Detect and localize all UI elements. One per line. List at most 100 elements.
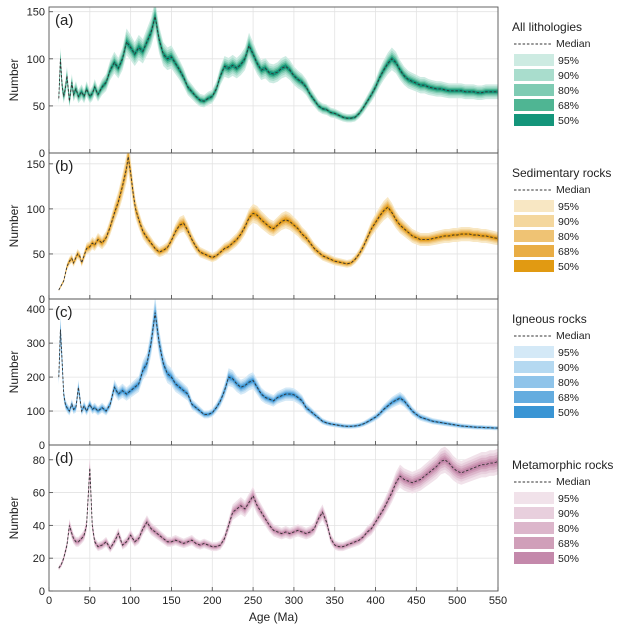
- legend: Igneous rocks Median 95% 90% 80% 68% 50%: [512, 312, 591, 419]
- x-tick-label: 0: [46, 595, 52, 607]
- legend-swatch: [514, 99, 554, 111]
- legend-label: 95%: [558, 201, 579, 213]
- median-line: [58, 459, 498, 569]
- legend-label: 50%: [558, 553, 579, 565]
- legend-swatch: [514, 69, 554, 81]
- panel-tag: (b): [55, 158, 73, 175]
- legend-label: 95%: [558, 493, 579, 505]
- y-axis-label: Number: [7, 351, 21, 394]
- legend-label: 95%: [558, 347, 579, 359]
- y-tick-label: 40: [33, 520, 45, 532]
- band-4: [58, 306, 498, 429]
- panel-tag: (d): [55, 450, 73, 467]
- band-4: [58, 455, 498, 569]
- band-3: [58, 303, 498, 430]
- legend-label: 68%: [558, 392, 579, 404]
- x-tick-label: 250: [244, 595, 262, 607]
- legend-label: 50%: [558, 261, 579, 273]
- legend-swatch: [514, 200, 554, 212]
- band-4: [58, 153, 498, 291]
- panel-tag: (a): [55, 12, 73, 29]
- band-2: [58, 300, 498, 430]
- legend-swatch: [514, 391, 554, 403]
- y-tick-label: 100: [27, 204, 45, 216]
- legend-swatch: [514, 552, 554, 564]
- panel-4: 0 20 40 60 80 0 50 100 150 200 250 300 350 400 450 500 5…: [7, 444, 613, 607]
- panel-3: 0 100 200 300 400 Number (c) Igneous rocks Media…: [7, 298, 591, 452]
- legend-swatch: [514, 215, 554, 227]
- legend-swatch: [514, 522, 554, 534]
- x-tick-label: 350: [326, 595, 344, 607]
- y-tick-label: 0: [39, 586, 45, 598]
- legend-swatch: [514, 406, 554, 418]
- x-tick-label: 200: [203, 595, 221, 607]
- legend-title: All lithologies: [512, 20, 582, 34]
- legend-label: 68%: [558, 538, 579, 550]
- y-axis-label: Number: [7, 497, 21, 540]
- x-axis-label: Age (Ma): [249, 610, 298, 624]
- y-tick-label: 20: [33, 553, 45, 565]
- y-axis-label: Number: [7, 59, 21, 102]
- x-tick-label: 550: [489, 595, 507, 607]
- legend-median-label: Median: [556, 330, 591, 342]
- legend-label: 90%: [558, 70, 579, 82]
- y-tick-label: 400: [27, 304, 45, 316]
- legend-label: 80%: [558, 85, 579, 97]
- legend-swatch: [514, 507, 554, 519]
- panel-tag: (c): [55, 304, 73, 321]
- legend-swatch: [514, 376, 554, 388]
- data-layer: [58, 299, 498, 431]
- legend-label: 68%: [558, 246, 579, 258]
- x-tick-label: 150: [162, 595, 180, 607]
- x-tick-label: 300: [285, 595, 303, 607]
- median-line: [58, 16, 498, 119]
- y-axis-label: Number: [7, 205, 21, 248]
- y-tick-label: 60: [33, 488, 45, 500]
- legend: Sedimentary rocks Median 95% 90% 80% 68% 50%: [512, 166, 611, 273]
- legend-swatch: [514, 492, 554, 504]
- legend-swatch: [514, 54, 554, 66]
- data-layer: [58, 153, 498, 291]
- legend-title: Igneous rocks: [512, 312, 587, 326]
- band-5: [58, 309, 498, 429]
- legend-label: 90%: [558, 362, 579, 374]
- median-line: [58, 312, 498, 429]
- legend-label: 50%: [558, 115, 579, 127]
- x-tick-label: 400: [366, 595, 384, 607]
- panel-2: 0 50 100 150 Number (b) Sedimentary rocks Media…: [7, 152, 611, 306]
- y-tick-label: 0: [39, 148, 45, 160]
- data-layer: [58, 446, 498, 571]
- legend-title: Metamorphic rocks: [512, 458, 613, 472]
- legend-swatch: [514, 361, 554, 373]
- data-layer: [58, 7, 498, 123]
- y-tick-label: 300: [27, 338, 45, 350]
- plot-frame: [48, 444, 499, 592]
- band-1: [58, 299, 498, 431]
- panel-1: 0 50 100 150 Number (a) All lithologies Median 9…: [7, 6, 591, 160]
- legend-label: 80%: [558, 523, 579, 535]
- legend-label: 50%: [558, 407, 579, 419]
- legend-swatch: [514, 84, 554, 96]
- y-tick-label: 0: [39, 294, 45, 306]
- y-tick-label: 80: [33, 455, 45, 467]
- y-tick-label: 100: [27, 406, 45, 418]
- legend-label: 95%: [558, 55, 579, 67]
- legend-swatch: [514, 260, 554, 272]
- y-tick-label: 150: [27, 7, 45, 19]
- legend-median-label: Median: [556, 476, 591, 488]
- legend-median-label: Median: [556, 184, 591, 196]
- x-tick-label: 500: [448, 595, 466, 607]
- y-tick-label: 50: [33, 249, 45, 261]
- y-tick-label: 150: [27, 159, 45, 171]
- legend-label: 80%: [558, 377, 579, 389]
- legend-swatch: [514, 230, 554, 242]
- legend-title: Sedimentary rocks: [512, 166, 611, 180]
- y-tick-label: 0: [39, 440, 45, 452]
- x-tick-label: 100: [121, 595, 139, 607]
- y-tick-label: 100: [27, 54, 45, 66]
- band-1: [58, 7, 498, 123]
- legend-swatch: [514, 245, 554, 257]
- legend: All lithologies Median 95% 90% 80% 68% 50%: [512, 20, 591, 127]
- y-tick-label: 50: [33, 101, 45, 113]
